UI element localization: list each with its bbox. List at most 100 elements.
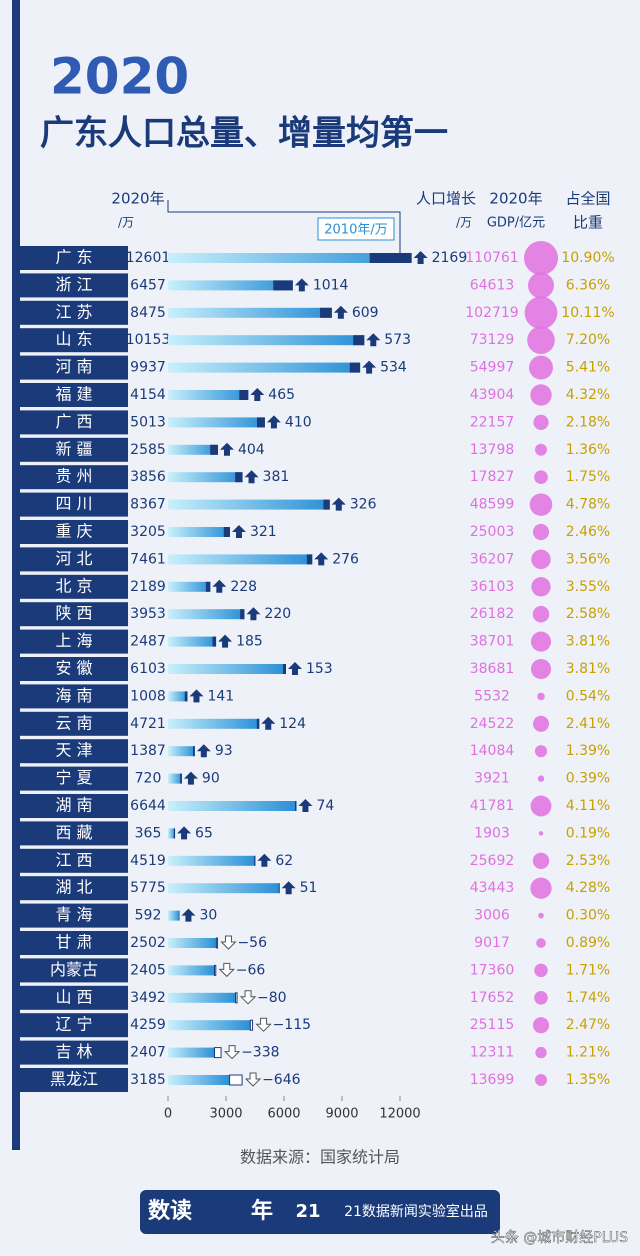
gdp-label: 38701: [470, 634, 515, 650]
name-cell: [20, 520, 128, 544]
growth-segment: [178, 910, 180, 921]
x-tick-label: 12000: [379, 1107, 420, 1122]
share-label: 4.32%: [566, 387, 610, 403]
name-cell: [20, 821, 128, 846]
growth-label: 276: [332, 551, 359, 567]
down-arrow: [244, 1072, 262, 1087]
up-arrow: [298, 799, 313, 812]
category-label: 海 南: [55, 686, 92, 705]
growth-label: −66: [236, 962, 266, 978]
gdp-bubble: [532, 605, 550, 623]
category-label: 安 徽: [55, 659, 92, 678]
growth-label: 141: [207, 688, 234, 704]
header: 比重: [573, 214, 603, 232]
name-cell: [20, 383, 128, 407]
gdp-label: 26182: [470, 606, 515, 622]
gdp-label: 3006: [474, 908, 510, 924]
share-label: 1.21%: [566, 1045, 610, 1061]
bar: [168, 609, 245, 620]
growth-label: 410: [285, 414, 312, 430]
chart-title: 广东人口总量、增量均第一: [40, 114, 448, 154]
name-cell: [20, 711, 128, 736]
gdp-label: 13699: [470, 1072, 515, 1088]
bar: [168, 390, 249, 400]
name-cell: [20, 903, 128, 928]
growth-label: 404: [238, 442, 265, 458]
share-label: 5.41%: [566, 360, 610, 376]
bar: [168, 773, 182, 784]
decline-segment: [249, 1019, 254, 1031]
up-arrow: [366, 333, 381, 347]
gdp-bubble: [534, 470, 548, 485]
growth-segment: [353, 335, 365, 346]
header: 人口增长: [416, 190, 476, 208]
growth-label: 609: [352, 305, 379, 321]
name-cell: [20, 684, 128, 709]
bar: [168, 362, 361, 373]
gdp-bubble: [537, 692, 545, 701]
population-label: 2405: [130, 962, 166, 978]
gdp-bubble: [531, 549, 551, 570]
category-label: 河 北: [55, 549, 92, 568]
bar: [168, 992, 236, 1003]
population-label: 6457: [130, 277, 166, 293]
growth-segment: [369, 253, 412, 263]
name-cell: [20, 410, 128, 435]
category-label: 河 南: [55, 357, 92, 376]
up-arrow: [266, 415, 281, 429]
population-label: 2585: [130, 442, 166, 458]
up-arrow: [331, 497, 346, 511]
growth-label: 573: [384, 332, 411, 348]
name-cell: [20, 958, 128, 983]
gdp-label: 17652: [470, 990, 515, 1006]
share-label: 2.47%: [566, 1017, 610, 1033]
growth-label: 2169: [432, 250, 468, 266]
up-arrow: [183, 771, 198, 785]
bar: [168, 472, 243, 483]
category-label: 湖 北: [55, 878, 92, 897]
up-arrow: [281, 881, 296, 895]
category-label: 山 西: [55, 987, 92, 1006]
bar: [168, 855, 256, 866]
share-label: 4.78%: [566, 497, 610, 513]
name-cell: [20, 437, 128, 462]
growth-label: 185: [236, 634, 263, 650]
category-label: 甘 肃: [55, 933, 92, 952]
category-label: 西 藏: [55, 823, 92, 842]
growth-segment: [323, 499, 330, 510]
name-cell: [20, 848, 128, 873]
gdp-label: 36207: [470, 551, 515, 567]
population-label: 3492: [130, 990, 166, 1006]
bar: [168, 499, 330, 510]
gdp-bubble: [533, 715, 549, 732]
population-label: 4259: [130, 1017, 166, 1033]
header: 占全国: [565, 190, 610, 208]
gdp-bubble: [537, 775, 545, 782]
decline-segment: [229, 1074, 243, 1086]
share-label: 10.90%: [561, 250, 614, 266]
footer-credit: 21数据新闻实验室出品: [344, 1203, 488, 1220]
footer-logo: 年: [251, 1198, 273, 1224]
bar: [168, 636, 217, 647]
share-label: 2.41%: [566, 716, 610, 732]
category-label: 上 海: [55, 631, 92, 650]
bar: [168, 417, 265, 428]
growth-segment: [295, 801, 297, 811]
gdp-bubble: [533, 414, 549, 431]
bar: [168, 965, 215, 976]
population-label: 2487: [130, 634, 166, 650]
gdp-label: 5532: [474, 688, 510, 704]
name-cell: [20, 629, 128, 654]
legend-bracket: [167, 200, 401, 255]
category-label: 广 西: [55, 412, 92, 431]
share-label: 0.54%: [566, 688, 610, 704]
up-arrow: [189, 689, 204, 703]
share-label: 2.58%: [566, 606, 610, 622]
up-arrow: [196, 744, 211, 758]
share-label: 0.89%: [566, 935, 610, 951]
population-label: 5013: [130, 414, 166, 430]
x-tick-label: 3000: [209, 1107, 242, 1122]
up-arrow: [231, 525, 246, 538]
gdp-bubble: [538, 912, 544, 919]
